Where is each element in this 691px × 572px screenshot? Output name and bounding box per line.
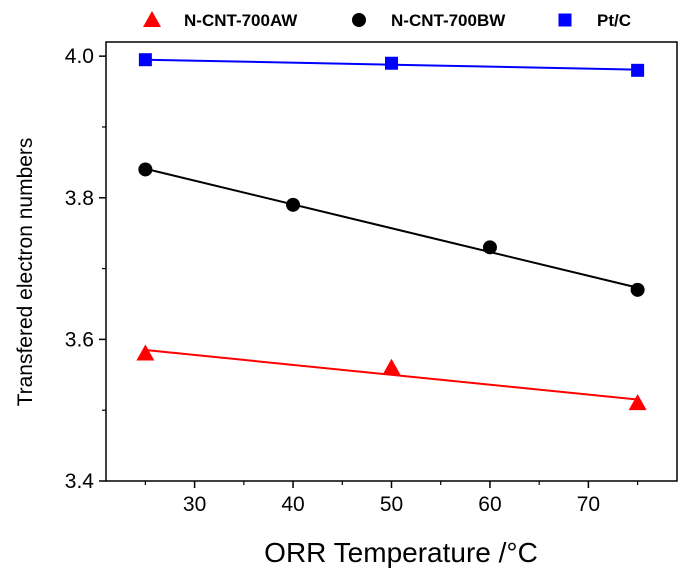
data-point — [628, 394, 647, 411]
y-axis-title: Transfered electron numbers — [14, 138, 37, 407]
y-tick-label: 3.6 — [65, 328, 94, 351]
data-point — [382, 358, 401, 375]
data-point — [138, 162, 153, 177]
x-tick-label: 40 — [281, 493, 304, 516]
y-tick-label: 3.4 — [65, 470, 95, 493]
data-markers — [136, 53, 647, 411]
legend-marker — [143, 11, 161, 27]
data-point — [385, 56, 398, 70]
legend-label: Pt/C — [597, 11, 631, 30]
legend-marker — [558, 13, 572, 27]
legend-item: N-CNT-700BW — [352, 11, 506, 30]
x-tick-label: 50 — [380, 493, 403, 516]
y-tick-label: 4.0 — [65, 45, 94, 68]
fit-line — [145, 349, 638, 401]
data-point — [482, 240, 497, 255]
legend-label: N-CNT-700AW — [184, 11, 298, 30]
data-point — [630, 282, 645, 297]
y-axis: 3.4 3.6 3.8 4.0 — [65, 45, 106, 493]
legend-item: Pt/C — [558, 11, 631, 30]
legend: N-CNT-700AW N-CNT-700BW Pt/C — [143, 11, 631, 30]
y-tick-label: 3.8 — [65, 187, 94, 210]
data-point — [136, 344, 155, 361]
data-point — [631, 63, 645, 77]
x-tick-label: 70 — [577, 493, 600, 516]
legend-label: N-CNT-700BW — [391, 11, 506, 30]
fit-line — [145, 167, 638, 289]
fit-lines — [145, 58, 638, 401]
x-axis: 30 40 50 60 70 — [144, 481, 639, 516]
data-point — [286, 197, 301, 212]
x-tick-label: 30 — [183, 493, 206, 516]
x-axis-title: ORR Temperature /°C — [264, 537, 538, 568]
x-tick-label: 60 — [478, 493, 501, 516]
legend-marker — [352, 13, 366, 27]
data-point — [138, 53, 152, 67]
legend-item: N-CNT-700AW — [143, 11, 298, 30]
plot-frame — [105, 41, 678, 482]
